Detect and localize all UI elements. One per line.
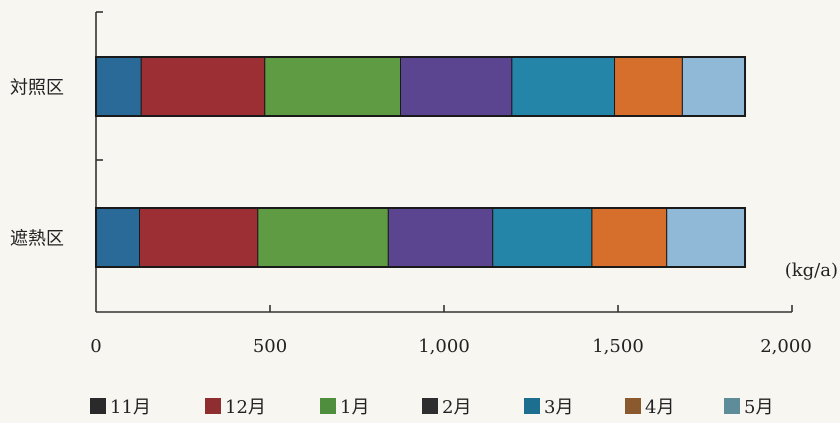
- legend-item-1: 11月: [90, 397, 151, 418]
- bars: [95, 56, 747, 268]
- bar-segment-2-2: [139, 207, 259, 268]
- bar-segment-2-7: [666, 207, 746, 268]
- bar-segment-2-5: [492, 207, 593, 268]
- legend-swatch-3: [320, 398, 336, 414]
- x-tick-label-4: 1,500: [592, 336, 644, 357]
- bar-segment-2-3: [257, 207, 389, 268]
- legend-label-7: 5月: [744, 397, 773, 418]
- legend-item-2: 12月: [205, 397, 266, 418]
- category-label-2: 遮熱区: [10, 229, 64, 250]
- bar-segment-1-7: [681, 56, 746, 117]
- legend-label-5: 3月: [544, 397, 573, 418]
- bar-segment-1-5: [511, 56, 616, 117]
- bar-segment-1-4: [400, 56, 513, 117]
- legend-swatch-4: [422, 398, 438, 414]
- bar-outline-2: [95, 207, 747, 268]
- legend: 11月 12月 1月 2月 3月 4月 5月: [90, 397, 773, 418]
- x-tick-label-3: 1,000: [418, 336, 470, 357]
- legend-item-4: 2月: [422, 397, 471, 418]
- x-ticks: 0 500 1,000 1,500 2,000: [90, 305, 812, 357]
- legend-item-6: 4月: [625, 397, 674, 418]
- category-label-1: 対照区: [10, 78, 64, 99]
- bar-segment-2-1: [95, 207, 140, 268]
- legend-item-5: 3月: [524, 397, 573, 418]
- legend-swatch-1: [90, 398, 106, 414]
- bar-segment-1-1: [95, 56, 142, 117]
- x-tick-label-1: 0: [90, 336, 101, 357]
- bar-segment-1-6: [614, 56, 683, 117]
- legend-swatch-7: [724, 398, 740, 414]
- legend-item-3: 1月: [320, 397, 369, 418]
- unit-label: (kg/a): [785, 260, 838, 281]
- bar-segment-1-3: [264, 56, 401, 117]
- legend-label-3: 1月: [340, 397, 369, 418]
- legend-item-7: 5月: [724, 397, 773, 418]
- legend-swatch-6: [625, 398, 641, 414]
- bar-segment-1-2: [140, 56, 266, 117]
- legend-swatch-2: [205, 398, 221, 414]
- legend-label-6: 4月: [645, 397, 674, 418]
- legend-label-4: 2月: [442, 397, 471, 418]
- legend-label-2: 12月: [225, 397, 266, 418]
- x-tick-label-2: 500: [253, 336, 287, 357]
- legend-swatch-5: [524, 398, 540, 414]
- bar-segment-2-4: [387, 207, 494, 268]
- bar-segment-2-6: [591, 207, 668, 268]
- bar-outline-1: [95, 56, 747, 117]
- x-tick-label-5: 2,000: [760, 336, 812, 357]
- legend-label-1: 11月: [110, 397, 151, 418]
